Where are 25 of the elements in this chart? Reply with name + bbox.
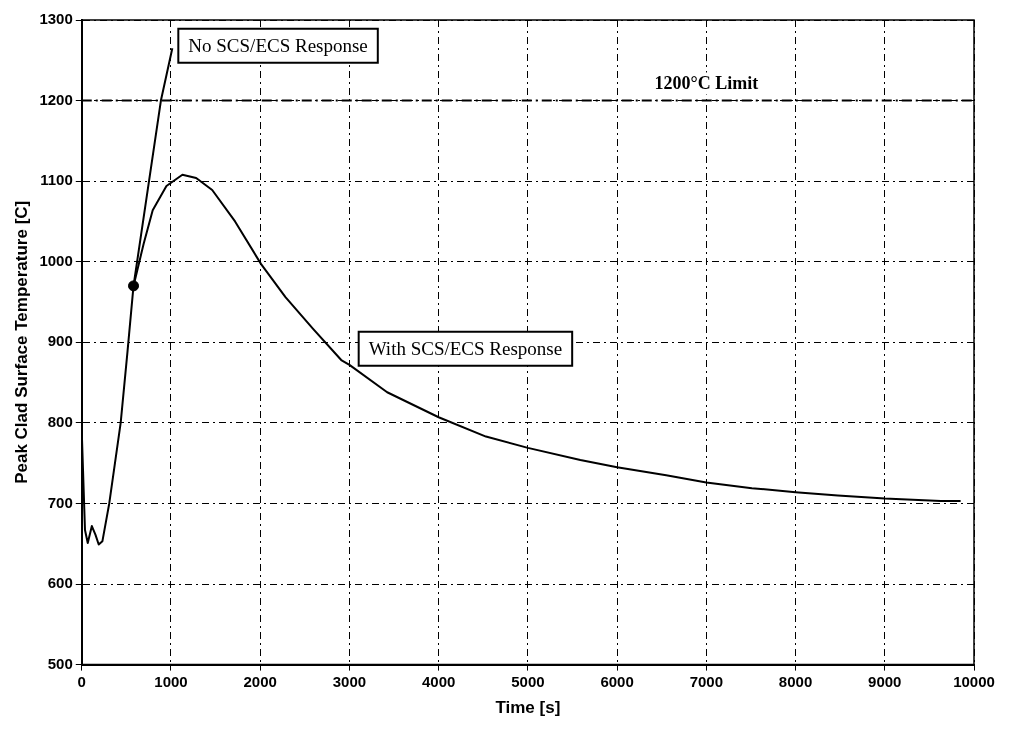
x-tick-label: 2000 xyxy=(243,672,277,690)
y-tick-label: 1300 xyxy=(39,10,73,28)
x-tick-label: 1000 xyxy=(154,672,188,690)
y-tick-label: 500 xyxy=(47,654,73,672)
x-tick-label: 6000 xyxy=(600,672,634,690)
y-tick-label: 1000 xyxy=(39,251,73,269)
x-tick-label: 8000 xyxy=(778,672,813,690)
y-tick-label: 700 xyxy=(47,493,73,511)
y-axis-title: Peak Clad Surface Temperature [C] xyxy=(11,200,31,484)
y-tick-label: 1100 xyxy=(40,171,73,189)
x-tick-label: 5000 xyxy=(511,672,545,690)
x-tick-label: 0 xyxy=(77,672,86,690)
y-tick-label: 1200 xyxy=(39,90,73,108)
y-tick-label: 900 xyxy=(47,332,73,350)
x-tick-label: 4000 xyxy=(421,672,456,690)
y-tick-label: 800 xyxy=(47,413,73,431)
x-axis-title: Time [s] xyxy=(495,698,561,718)
x-tick-label: 10000 xyxy=(953,672,995,690)
annotation: No SCS/ECS Response xyxy=(188,34,368,56)
annotation: With SCS/ECS Response xyxy=(368,337,563,359)
x-tick-label: 9000 xyxy=(868,672,902,690)
x-tick-label: 7000 xyxy=(689,672,724,690)
y-tick-label: 600 xyxy=(47,574,73,592)
ref-line-label: 1200°C Limit xyxy=(654,73,759,94)
x-tick-label: 3000 xyxy=(332,672,367,690)
